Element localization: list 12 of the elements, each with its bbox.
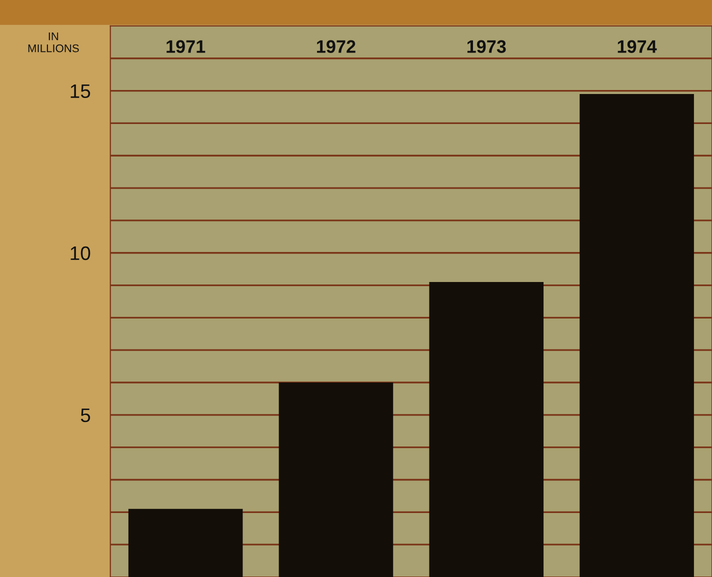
x-tick-label: 1973 [467,40,506,53]
bar [128,508,243,577]
x-tick-label: 1971 [166,40,206,53]
x-tick-label: 1974 [618,40,657,53]
bar [429,282,544,577]
y-tick-label: 10 [70,246,90,260]
y-axis-title: IN MILLIONS [28,32,79,52]
bar [580,94,694,577]
y-tick-label: 15 [70,84,90,98]
x-tick-label: 1972 [317,40,356,53]
y-tick-label: 5 [80,408,90,422]
bar [278,382,394,577]
